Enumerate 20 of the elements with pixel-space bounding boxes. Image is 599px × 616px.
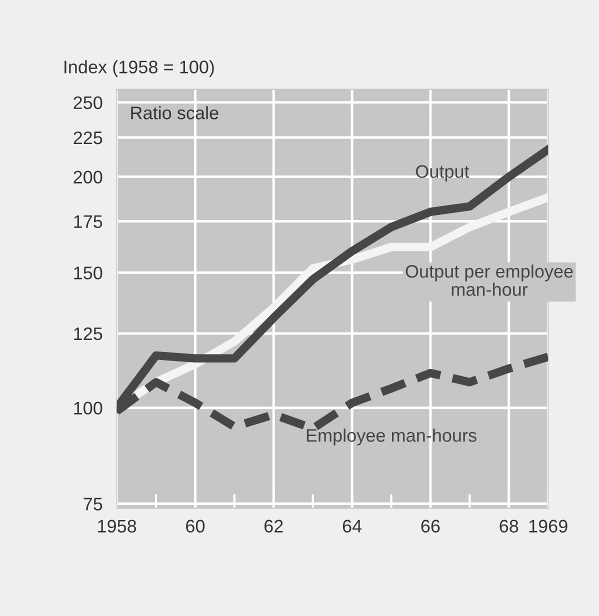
y-tick-label: 250 xyxy=(74,96,102,110)
x-tick-label: 64 xyxy=(342,520,362,533)
x-tick-label: 60 xyxy=(186,520,205,533)
y-tick-label: 100 xyxy=(74,402,102,415)
x-tick-label: 68 xyxy=(500,520,518,533)
y-tick-label: 175 xyxy=(74,215,102,228)
y-tick-label: 225 xyxy=(74,131,102,144)
y-axis-title: Index (1958 = 100) xyxy=(64,60,214,77)
x-tick-label: 1969 xyxy=(529,520,568,533)
annotation: Ratio scale xyxy=(131,106,218,120)
series-label: Employee man-hours xyxy=(306,428,476,446)
x-tick-label: 1958 xyxy=(98,520,136,533)
series-label: Output per employee man-hour xyxy=(406,264,573,296)
y-tick-label: 200 xyxy=(74,170,102,184)
y-tick-label: 150 xyxy=(74,266,102,280)
series-label: Output xyxy=(416,165,470,182)
y-tick-label: 75 xyxy=(84,498,102,510)
y-tick-label: 125 xyxy=(74,327,102,340)
x-tick-label: 66 xyxy=(421,520,440,533)
x-tick-label: 62 xyxy=(264,520,283,533)
